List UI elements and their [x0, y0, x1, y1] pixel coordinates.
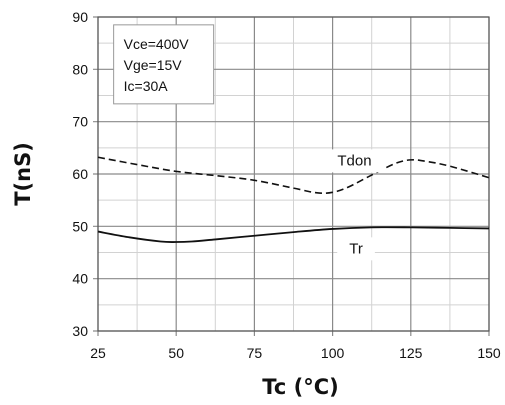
x-tick-label: 25 [90, 345, 106, 361]
x-tick-label: 50 [168, 345, 184, 361]
series-labels: Tdon Tr [325, 149, 384, 261]
condition-text: Vce=400V [124, 36, 190, 52]
y-tick-label: 90 [72, 9, 88, 25]
series-label-bg [325, 149, 384, 173]
condition-text: Ic=30A [124, 78, 169, 94]
y-tick-label: 50 [72, 218, 88, 234]
y-axis-label: T(nS) [11, 142, 35, 206]
series-label-tdon: Tdon [337, 152, 371, 169]
series-line-tdon [97, 156, 490, 195]
grid-major [93, 16, 490, 336]
x-axis-label: Tc (°C) [262, 375, 338, 399]
x-tick-label: 100 [321, 345, 345, 361]
condition-text: Vge=15V [124, 57, 183, 73]
x-tick-label: 75 [247, 345, 263, 361]
x-tick-label: 150 [477, 345, 501, 361]
series-layer [97, 156, 490, 243]
conditions-box: Vce=400V Vge=15V Ic=30A [113, 24, 215, 105]
conditions-frame [113, 24, 215, 105]
axis-labels: Tc (°C) T(nS) [11, 142, 339, 399]
series-label-bg [337, 237, 375, 261]
y-tick-label: 80 [72, 61, 88, 77]
plot-frame [97, 16, 490, 332]
y-tick-label: 70 [72, 114, 88, 130]
series-line-tr [97, 226, 490, 243]
series-label-tr: Tr [349, 240, 363, 257]
y-tick-label: 60 [72, 166, 88, 182]
y-tick-label: 30 [72, 323, 88, 339]
tick-labels: 25 50 75 100 125 150 30 40 50 60 70 80 90 [72, 9, 500, 361]
x-tick-label: 125 [399, 345, 423, 361]
y-tick-label: 40 [72, 271, 88, 287]
